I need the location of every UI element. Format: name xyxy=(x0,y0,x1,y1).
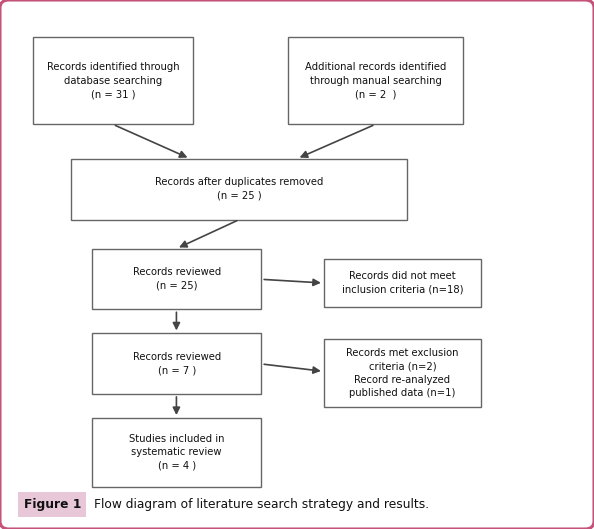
FancyBboxPatch shape xyxy=(324,339,481,407)
FancyBboxPatch shape xyxy=(71,159,407,220)
Text: Records met exclusion
criteria (n=2)
Record re-analyzed
published data (n=1): Records met exclusion criteria (n=2) Rec… xyxy=(346,348,459,398)
Text: Additional records identified
through manual searching
(n = 2  ): Additional records identified through ma… xyxy=(305,62,447,99)
Text: Records reviewed
(n = 25): Records reviewed (n = 25) xyxy=(132,267,221,291)
FancyBboxPatch shape xyxy=(324,259,481,307)
FancyBboxPatch shape xyxy=(18,492,86,517)
FancyBboxPatch shape xyxy=(92,333,261,394)
FancyBboxPatch shape xyxy=(92,418,261,487)
Text: Records did not meet
inclusion criteria (n=18): Records did not meet inclusion criteria … xyxy=(342,271,463,295)
FancyBboxPatch shape xyxy=(288,37,463,124)
FancyBboxPatch shape xyxy=(33,37,193,124)
Text: Studies included in
systematic review
(n = 4 ): Studies included in systematic review (n… xyxy=(129,434,225,471)
FancyBboxPatch shape xyxy=(92,249,261,309)
Text: Flow diagram of literature search strategy and results.: Flow diagram of literature search strate… xyxy=(94,498,429,511)
Text: Records identified through
database searching
(n = 31 ): Records identified through database sear… xyxy=(46,62,179,99)
Text: Records reviewed
(n = 7 ): Records reviewed (n = 7 ) xyxy=(132,352,221,376)
Text: Figure 1: Figure 1 xyxy=(24,498,81,511)
Text: Records after duplicates removed
(n = 25 ): Records after duplicates removed (n = 25… xyxy=(155,177,323,201)
